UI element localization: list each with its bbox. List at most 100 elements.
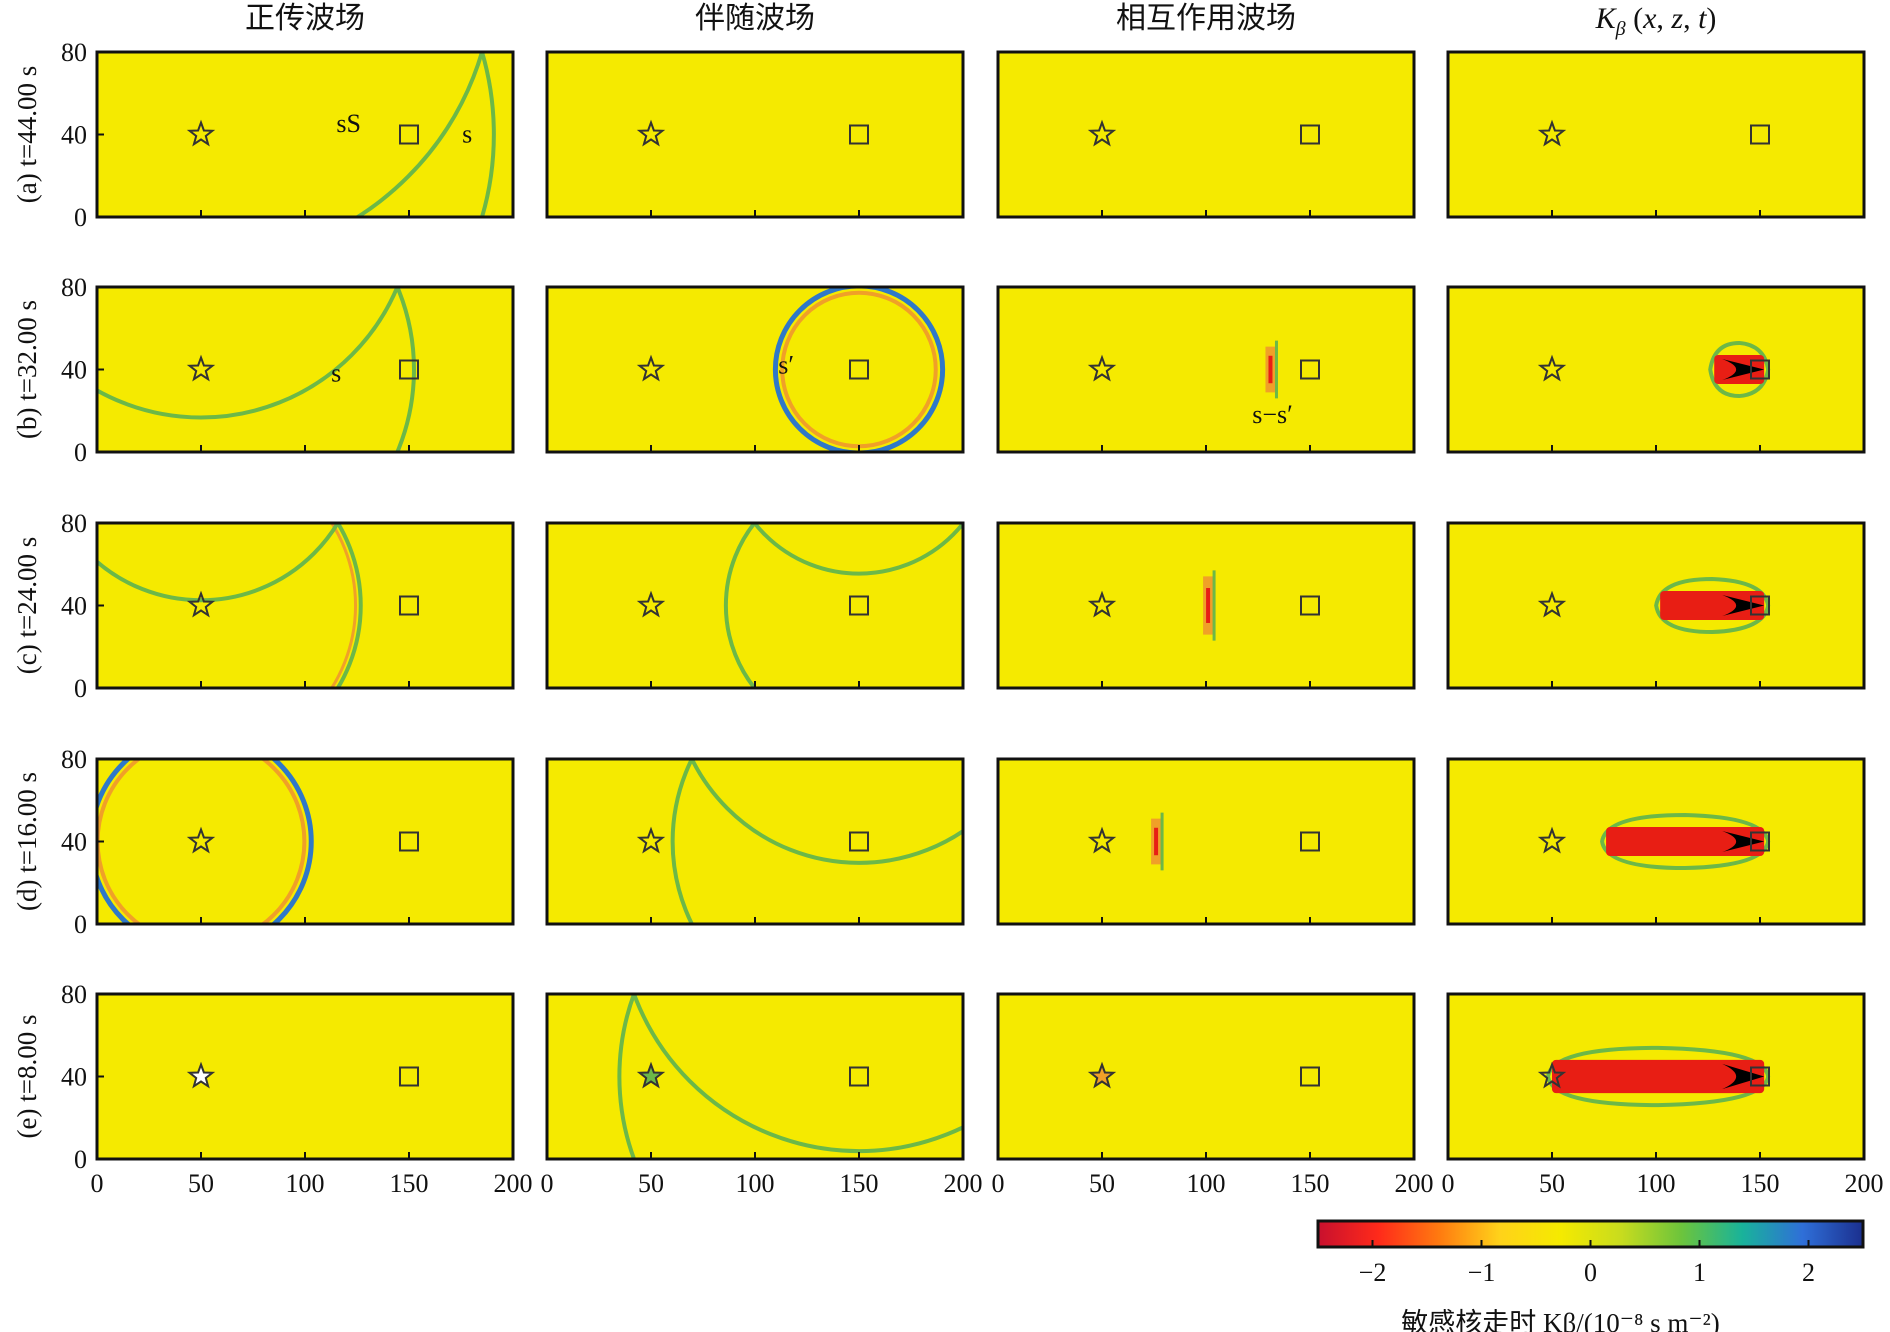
- panel-background: [1448, 287, 1864, 452]
- panel-interaction-1: [996, 285, 1416, 454]
- receiver-square-marker: [399, 595, 419, 616]
- colorbar: −2 −1 0 1 2 敏感核走时 Kβ/(10⁻⁸ s m⁻²): [1316, 1219, 1865, 1332]
- interaction-core: [1206, 588, 1211, 623]
- receiver-square-marker: [399, 831, 419, 852]
- row-labels: (a) t=44.00 s (b) t=32.00 s (c) t=24.00 s (…: [12, 66, 42, 1139]
- x-tick-label: 150: [1291, 1169, 1330, 1198]
- kernel-black-tip: [1722, 830, 1765, 853]
- forward-reflected-wavefront: [97, 287, 400, 420]
- panel-kernel-1: [1446, 285, 1866, 454]
- panel-adjoint-4: [545, 992, 965, 1161]
- kernel-black-tip: [1722, 358, 1765, 381]
- receiver-square-marker: [849, 359, 869, 380]
- receiver-square-marker: [1750, 1066, 1770, 1087]
- colorbar-tick-label: 2: [1802, 1258, 1815, 1287]
- forward-wavefront: [97, 759, 314, 924]
- y-tick-label: 40: [61, 828, 87, 857]
- row-label: (b) t=32.00 s: [12, 300, 42, 439]
- column-title-adjoint: 伴随波场: [695, 2, 815, 35]
- column-title-kernel: Kβ (x, z, t): [1595, 2, 1717, 40]
- panel-kernel-4: [1446, 992, 1866, 1161]
- panel-forward-0: 0 40 80: [61, 38, 515, 232]
- source-star-marker: [1087, 1061, 1117, 1089]
- source-star-marker: [186, 354, 216, 382]
- receiver-square-marker: [1300, 124, 1320, 145]
- y-tick-label: 0: [74, 674, 87, 703]
- interaction-core: [1154, 827, 1159, 856]
- panel-background: [1448, 52, 1864, 217]
- column-title-forward: 正传波场: [245, 2, 365, 35]
- wave-annotation: s−s′: [1252, 400, 1293, 429]
- source-star-marker: [186, 1061, 216, 1089]
- panel-background: [547, 523, 963, 688]
- colorbar-tick-label: −2: [1359, 1258, 1387, 1287]
- receiver-square-marker: [1300, 831, 1320, 852]
- source-star-marker: [636, 119, 666, 147]
- y-tick-label: 40: [61, 1063, 87, 1092]
- receiver-square-marker: [399, 124, 419, 145]
- source-star-marker: [1087, 826, 1117, 854]
- x-tick-label: 200: [1845, 1169, 1884, 1198]
- panel-interaction-3: [996, 757, 1416, 926]
- y-tick-label: 40: [61, 592, 87, 621]
- panel-grid: 0 40 80 0 40 80 0 40 80 0 40 80 0 40 80 sS s s s′ s−s′: [61, 38, 1866, 1174]
- panel-forward-1: 0 40 80: [61, 273, 515, 467]
- receiver-square-marker: [1750, 359, 1770, 380]
- row-label: (d) t=16.00 s: [12, 772, 42, 911]
- row-label: (a) t=44.00 s: [12, 66, 42, 203]
- panel-background: [998, 52, 1414, 217]
- kernel-red-region: [1660, 590, 1765, 621]
- y-tick-label: 80: [61, 273, 87, 302]
- x-tick-label: 50: [1539, 1169, 1565, 1198]
- source-star-marker: [1537, 826, 1567, 854]
- adjoint-wavefront: [670, 759, 695, 924]
- x-tick-label: 100: [1187, 1169, 1226, 1198]
- x-axis-ticks: 0 50 100 150 200 0 50 100 150 200 0 50 100 150 200 0 50 1…: [91, 1169, 1884, 1198]
- panel-interaction-0: [996, 50, 1416, 219]
- source-star-marker: [1537, 590, 1567, 618]
- y-tick-label: 80: [61, 980, 87, 1009]
- x-tick-label: 0: [541, 1169, 554, 1198]
- receiver-square-marker: [849, 1066, 869, 1087]
- panel-forward-2: 0 40 80: [61, 509, 515, 703]
- panel-background: [998, 994, 1414, 1159]
- forward-wavefront: [335, 523, 363, 688]
- source-star-marker: [186, 826, 216, 854]
- panel-interaction-4: [996, 992, 1416, 1161]
- colorbar-tick-label: −1: [1468, 1258, 1496, 1287]
- adjoint-reflected-wavefront: [631, 994, 963, 1154]
- panel-background: [547, 994, 963, 1159]
- source-star-marker: [1087, 119, 1117, 147]
- receiver-square-marker: [1300, 1066, 1320, 1087]
- source-star-marker: [186, 119, 216, 147]
- source-star-marker: [1537, 354, 1567, 382]
- x-tick-label: 100: [736, 1169, 775, 1198]
- colorbar-tick-label: 0: [1584, 1258, 1597, 1287]
- y-tick-label: 0: [74, 1145, 87, 1174]
- panel-background: [547, 287, 963, 452]
- panel-adjoint-1: [545, 285, 965, 454]
- y-tick-label: 80: [61, 745, 87, 774]
- y-tick-label: 40: [61, 356, 87, 385]
- x-tick-label: 50: [188, 1169, 214, 1198]
- forward-wavefront: [395, 287, 416, 452]
- source-star-marker: [636, 1061, 666, 1089]
- source-star-marker: [1537, 119, 1567, 147]
- panel-background: [547, 759, 963, 924]
- receiver-square-marker: [399, 359, 419, 380]
- adjoint-reflected-wavefront: [752, 523, 963, 576]
- column-titles: 正传波场 伴随波场 相互作用波场 Kβ (x, z, t): [245, 2, 1716, 40]
- wave-annotation: s: [331, 359, 341, 388]
- row-label: (c) t=24.00 s: [12, 537, 42, 674]
- wave-annotation: s: [462, 120, 472, 149]
- receiver-square-marker: [849, 831, 869, 852]
- colorbar-label: 敏感核走时 Kβ/(10⁻⁸ s m⁻²): [1401, 1308, 1720, 1332]
- column-title-interaction: 相互作用波场: [1116, 2, 1296, 35]
- source-star-marker: [1087, 590, 1117, 618]
- receiver-square-marker: [1750, 831, 1770, 852]
- panel-background: [97, 52, 513, 217]
- source-star-marker: [636, 590, 666, 618]
- kernel-black-tip: [1722, 594, 1765, 617]
- kernel-black-tip: [1722, 1063, 1765, 1090]
